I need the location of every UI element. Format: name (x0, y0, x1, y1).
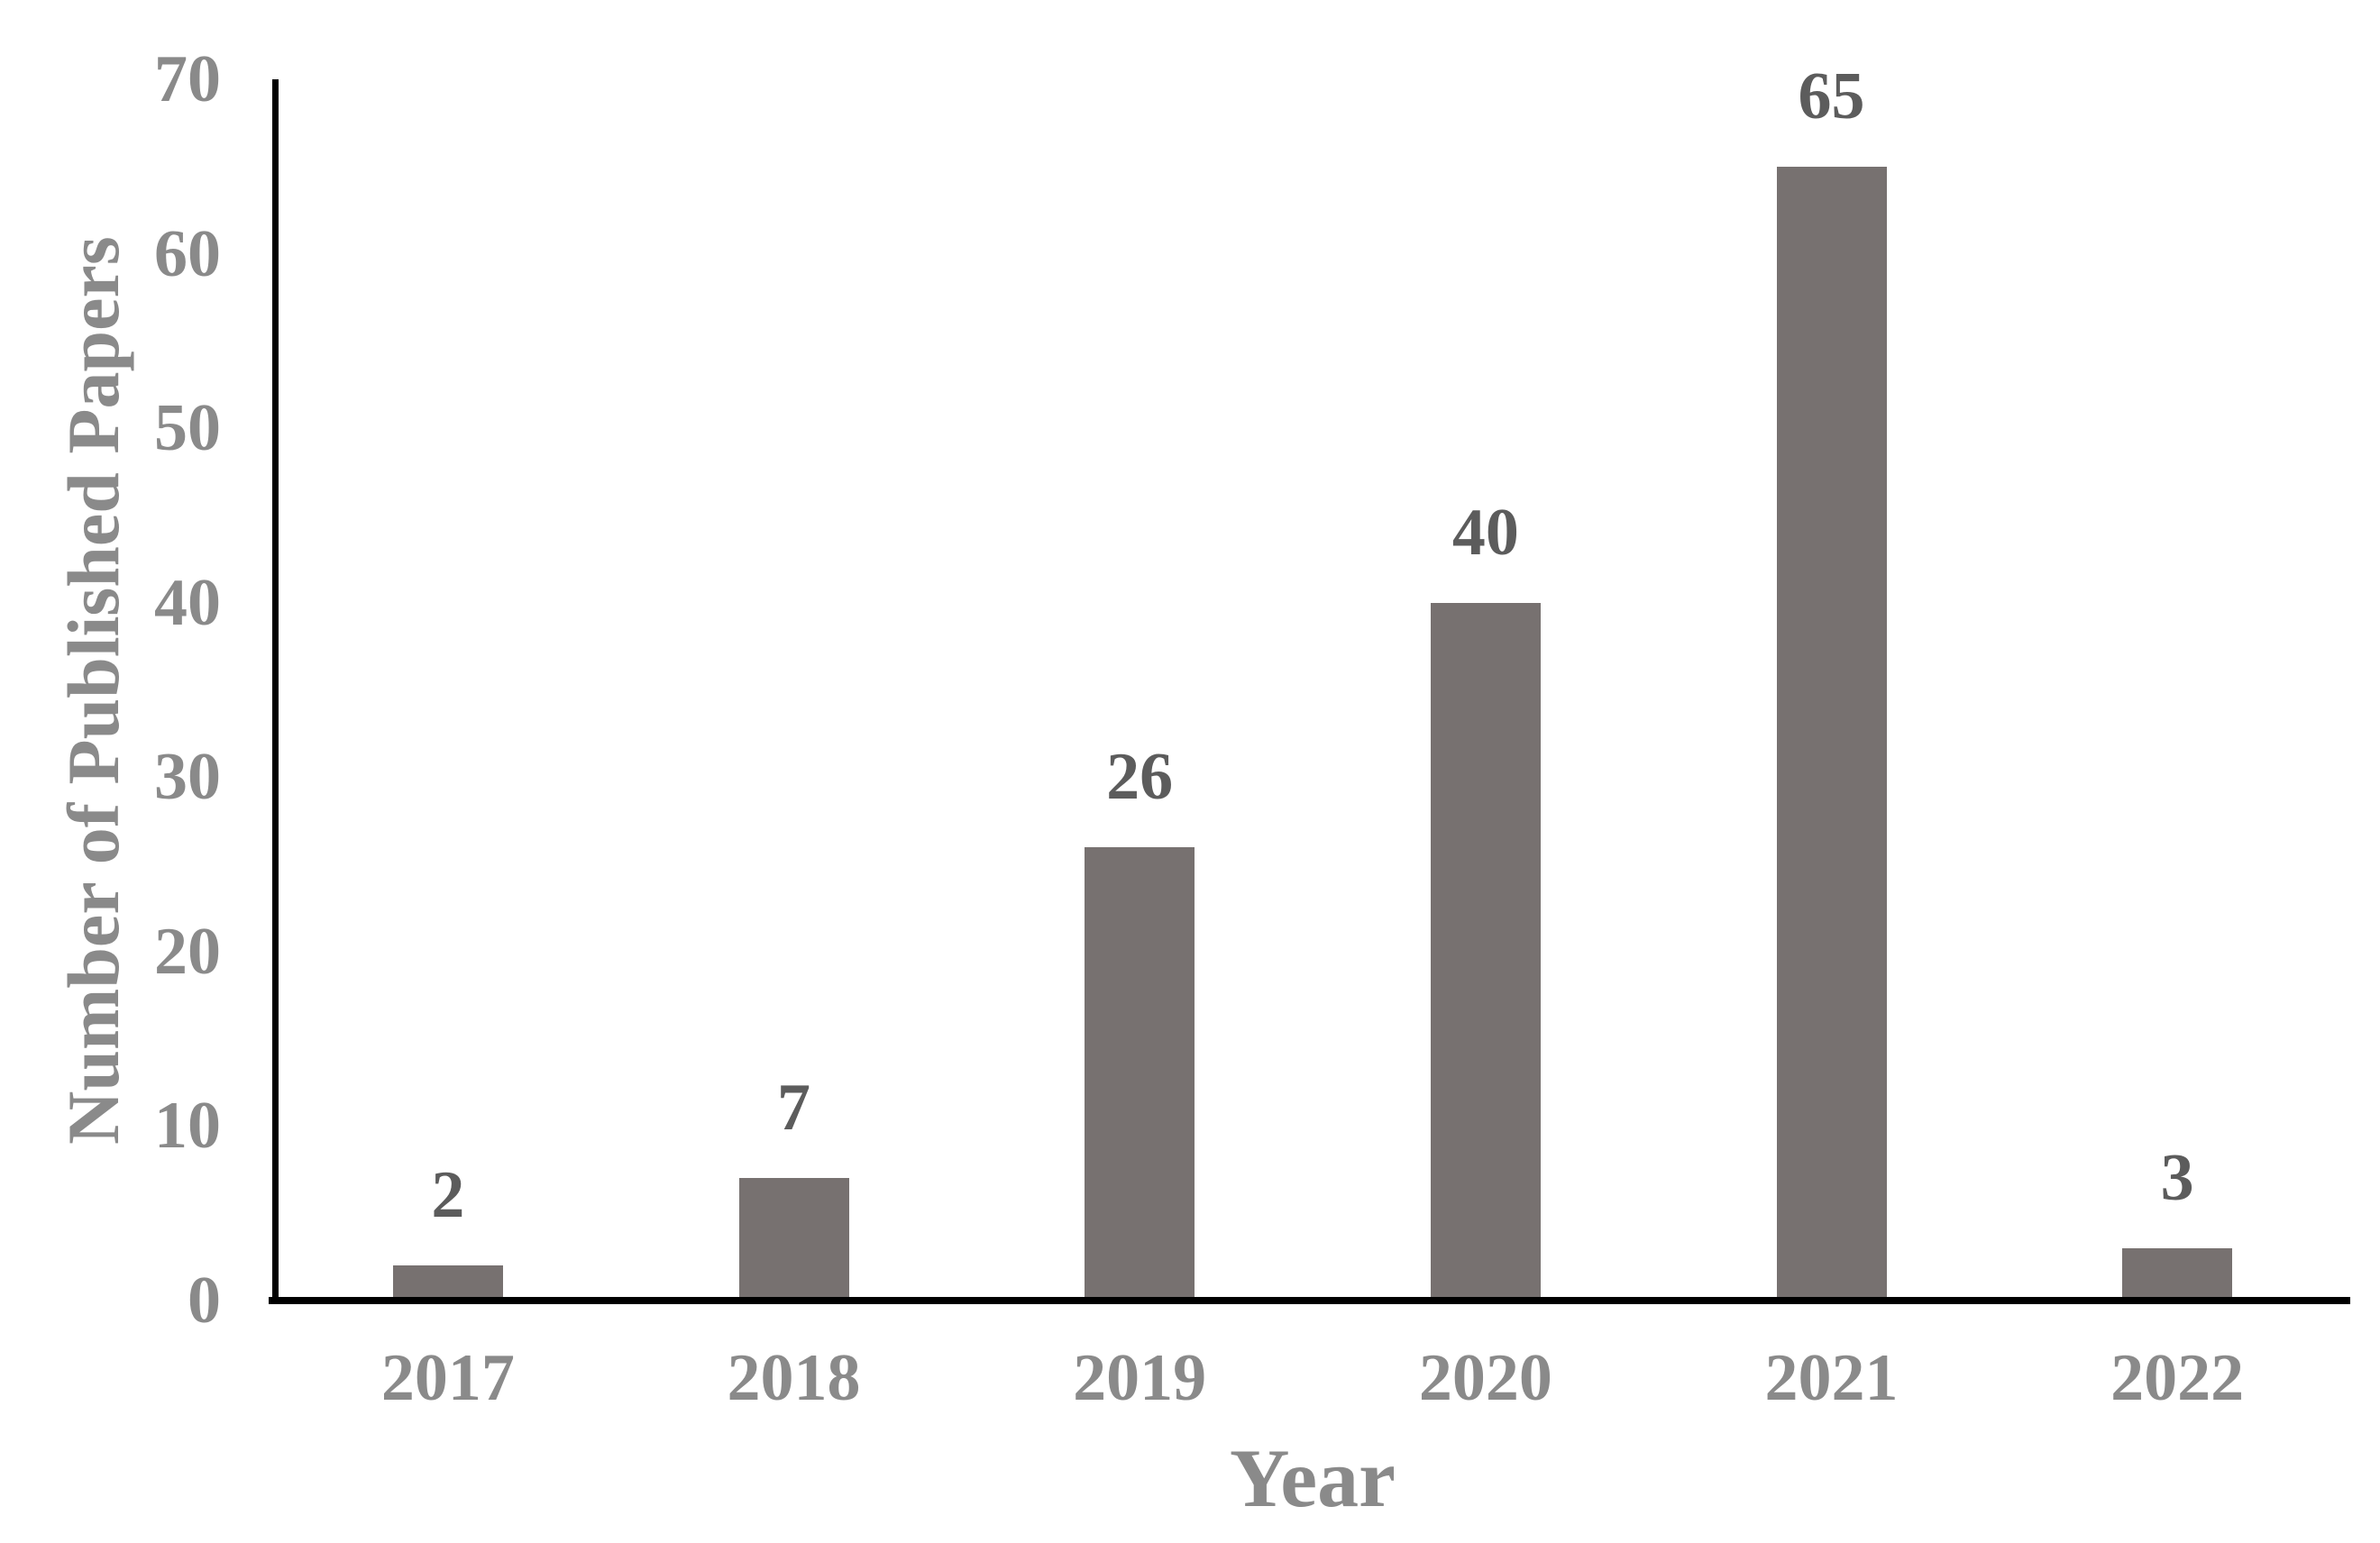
y-tick-label-50: 50 (154, 391, 221, 466)
bar-value-label-2020: 40 (1451, 496, 1519, 570)
bar-value-label-2019: 26 (1106, 740, 1174, 814)
x-tick-label-2020: 2020 (1418, 1341, 1552, 1415)
y-axis-title: Number of Published Papers (52, 235, 134, 1145)
bar-2022 (2122, 1248, 2233, 1301)
y-tick-label-0: 0 (188, 1264, 221, 1338)
bar-2021 (1776, 167, 1887, 1301)
bar-value-label-2022: 3 (2160, 1141, 2194, 1215)
x-tick-label-2022: 2022 (2110, 1341, 2245, 1415)
bar-value-label-2021: 65 (1798, 59, 1865, 133)
y-tick-label-20: 20 (154, 914, 221, 989)
x-tick-label-2018: 2018 (727, 1341, 861, 1415)
x-tick-label-2021: 2021 (1764, 1341, 1899, 1415)
bar-2019 (1085, 847, 1195, 1301)
y-tick-label-30: 30 (154, 740, 221, 815)
x-axis-title: Year (1230, 1432, 1396, 1524)
x-axis-line (269, 1297, 2350, 1304)
y-tick-label-70: 70 (154, 42, 221, 116)
y-axis-line (272, 79, 279, 1304)
y-tick-label-60: 60 (154, 216, 221, 291)
x-tick-label-2019: 2019 (1073, 1341, 1207, 1415)
x-tick-label-2017: 2017 (380, 1341, 515, 1415)
y-tick-label-40: 40 (154, 565, 221, 640)
y-tick-label-10: 10 (154, 1089, 221, 1164)
bar-2020 (1430, 603, 1541, 1301)
bar-2018 (738, 1178, 849, 1301)
bar-value-label-2018: 7 (777, 1071, 810, 1145)
bar-2017 (392, 1265, 503, 1301)
bar-value-label-2017: 2 (431, 1158, 465, 1232)
